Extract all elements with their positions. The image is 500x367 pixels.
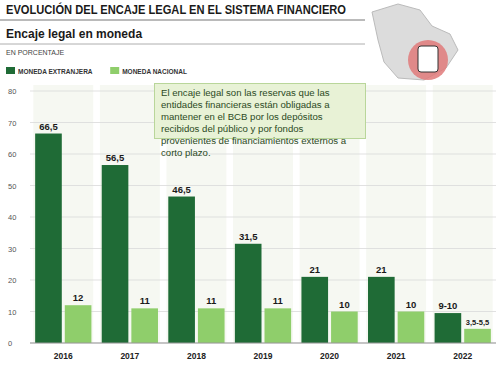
bar bbox=[435, 313, 462, 343]
column-band bbox=[33, 85, 93, 343]
grid-line bbox=[30, 280, 496, 281]
bar bbox=[235, 244, 262, 343]
x-axis bbox=[30, 343, 496, 344]
legend-swatch bbox=[6, 67, 15, 74]
icon-circle bbox=[408, 40, 448, 80]
bar bbox=[65, 305, 92, 343]
bars bbox=[35, 134, 491, 343]
y-tick-label: 50 bbox=[8, 182, 16, 191]
x-tick-label: 2018 bbox=[187, 351, 206, 361]
legend-label: MONEDA NACIONAL bbox=[122, 68, 187, 75]
bar bbox=[368, 277, 395, 343]
title-rule bbox=[0, 20, 365, 21]
map-icon bbox=[372, 4, 458, 80]
x-tick-label: 2021 bbox=[387, 351, 406, 361]
bar bbox=[131, 308, 158, 343]
bar bbox=[331, 312, 358, 344]
chart: EVOLUCIÓN DEL ENCAJE LEGAL EN EL SISTEMA… bbox=[0, 0, 500, 367]
x-tick-label: 2020 bbox=[320, 351, 339, 361]
legend-label: MONEDA EXTRANJERA bbox=[18, 68, 93, 75]
data-label: 3,5-5,5 bbox=[466, 318, 489, 327]
annotation: El encaje legal son las reservas que las… bbox=[154, 83, 366, 139]
bar bbox=[168, 197, 195, 343]
data-label: 11 bbox=[206, 295, 217, 306]
data-label: 10 bbox=[339, 299, 350, 310]
column-band bbox=[100, 85, 160, 343]
data-label: 9-10 bbox=[438, 300, 457, 311]
data-label: 46,5 bbox=[172, 184, 191, 195]
y-tick-label: 0 bbox=[8, 339, 12, 348]
y-tick-label: 40 bbox=[8, 213, 16, 222]
data-label: 12 bbox=[73, 292, 84, 303]
data-label: 11 bbox=[273, 295, 284, 306]
grid-line bbox=[30, 311, 496, 312]
bar bbox=[464, 329, 491, 343]
y-tick-label: 80 bbox=[8, 87, 16, 96]
data-label: 21 bbox=[376, 264, 387, 275]
y-tick-label: 60 bbox=[8, 150, 16, 159]
data-label: 21 bbox=[309, 264, 320, 275]
y-tick-label: 30 bbox=[8, 245, 16, 254]
title: EVOLUCIÓN DEL ENCAJE LEGAL EN EL SISTEMA… bbox=[6, 2, 346, 17]
x-tick-label: 2016 bbox=[54, 351, 73, 361]
y-label: EN PORCENTAJE bbox=[6, 49, 65, 56]
bar bbox=[35, 134, 62, 343]
data-label: 66,5 bbox=[39, 121, 58, 132]
column-band bbox=[433, 85, 493, 343]
page: EVOLUCIÓN DEL ENCAJE LEGAL EN EL SISTEMA… bbox=[0, 0, 500, 367]
data-label: 11 bbox=[140, 295, 151, 306]
legend-swatch bbox=[110, 67, 119, 74]
icon-phone bbox=[418, 46, 438, 72]
column-band bbox=[366, 85, 426, 343]
subtitle: Encaje legal en moneda bbox=[6, 27, 142, 41]
y-tick-label: 10 bbox=[8, 308, 16, 317]
grid-line bbox=[30, 217, 496, 218]
x-tick-label: 2022 bbox=[453, 351, 472, 361]
data-label: 56,5 bbox=[106, 152, 125, 163]
y-tick-label: 20 bbox=[8, 276, 16, 285]
data-label: 31,5 bbox=[239, 231, 258, 242]
x-tick-label: 2017 bbox=[120, 351, 139, 361]
bar bbox=[398, 312, 425, 344]
bar bbox=[265, 308, 292, 343]
bar bbox=[301, 277, 328, 343]
bar bbox=[198, 308, 225, 343]
x-tick-label: 2019 bbox=[254, 351, 273, 361]
bar bbox=[102, 165, 129, 343]
grid-line bbox=[30, 154, 496, 155]
grid-line bbox=[30, 185, 496, 186]
grid-line bbox=[30, 343, 496, 344]
subtitle-rule bbox=[0, 44, 365, 45]
data-label: 10 bbox=[406, 299, 417, 310]
grid-line bbox=[30, 248, 496, 249]
y-tick-label: 70 bbox=[8, 119, 16, 128]
